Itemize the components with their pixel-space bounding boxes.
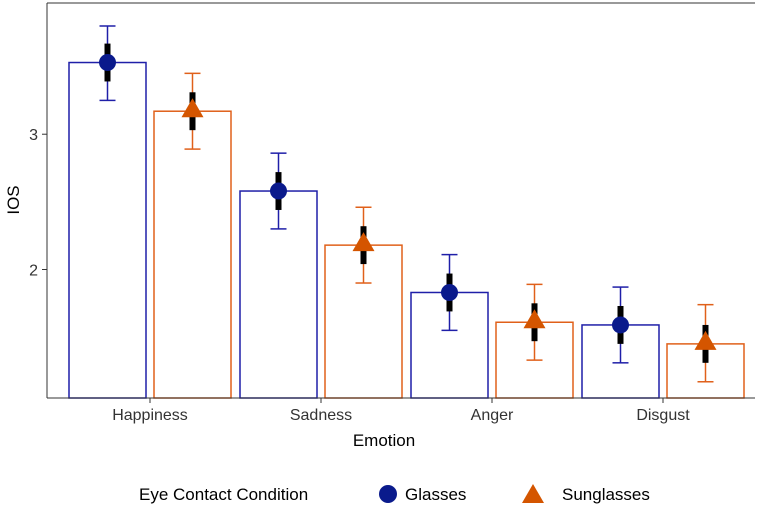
point-glasses bbox=[270, 182, 287, 200]
x-tick-label: Sadness bbox=[290, 407, 352, 424]
legend-title: Eye Contact Condition bbox=[139, 485, 308, 504]
x-tick-label: Disgust bbox=[636, 407, 690, 424]
bar-glasses bbox=[68, 61, 147, 399]
x-tick-label: Happiness bbox=[112, 407, 188, 424]
y-axis-title: IOS bbox=[4, 185, 23, 214]
bar-sunglasses bbox=[153, 110, 232, 399]
point-sunglasses bbox=[523, 309, 546, 329]
legend-sunglasses-marker bbox=[522, 484, 544, 503]
y-tick-label: 2 bbox=[29, 262, 38, 279]
legend-label-sunglasses: Sunglasses bbox=[562, 485, 650, 504]
point-glasses bbox=[441, 283, 458, 301]
point-sunglasses bbox=[181, 98, 204, 118]
point-glasses bbox=[612, 316, 629, 334]
x-tick-label: Anger bbox=[471, 407, 514, 424]
x-axis-title: Emotion bbox=[353, 431, 415, 450]
legend-label-glasses: Glasses bbox=[405, 485, 466, 504]
point-glasses bbox=[99, 54, 116, 72]
legend: Eye Contact Condition Glasses Sunglasses bbox=[139, 484, 650, 504]
y-tick-label: 3 bbox=[29, 127, 38, 144]
point-sunglasses bbox=[694, 330, 717, 350]
legend-glasses-marker bbox=[379, 485, 397, 503]
point-sunglasses bbox=[352, 232, 375, 252]
